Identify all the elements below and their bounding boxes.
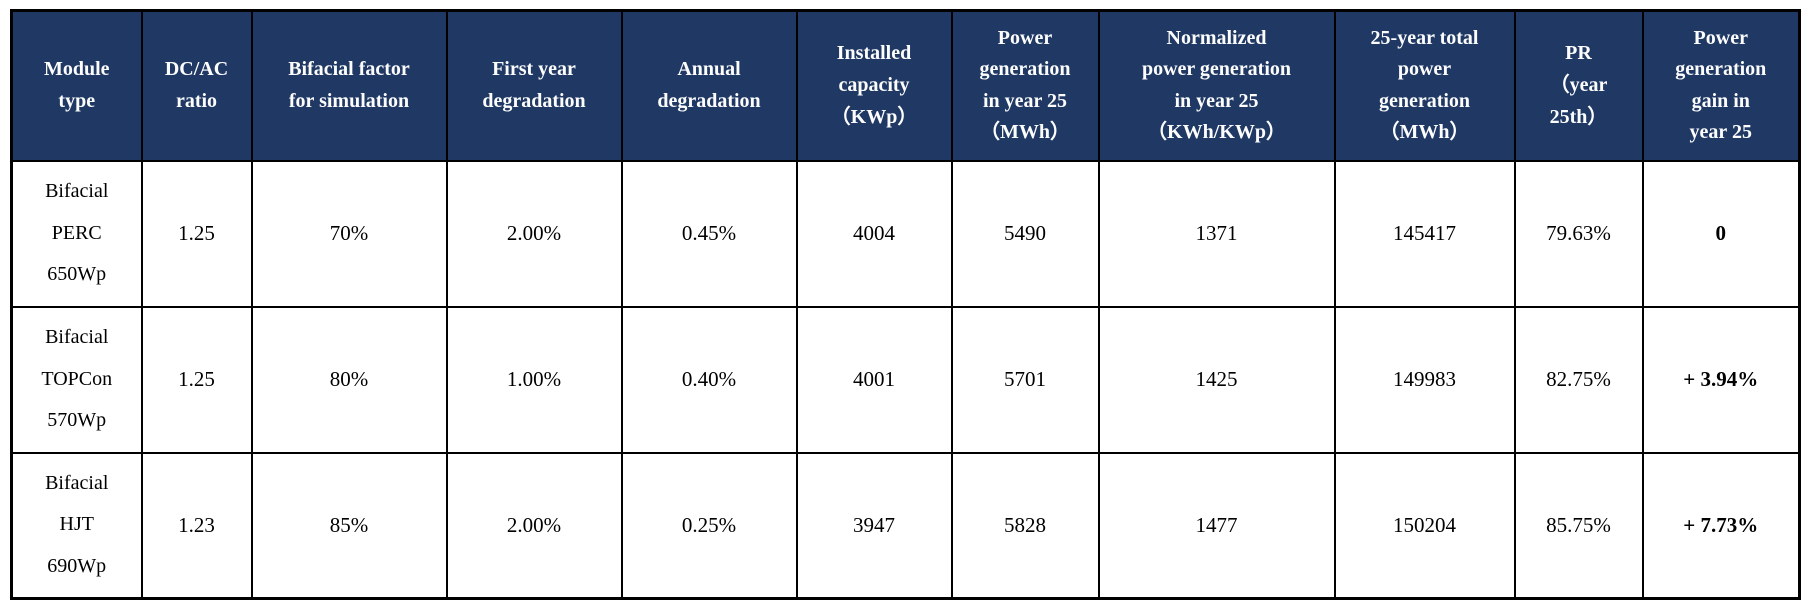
cell-25-year-total-generation: 150204 [1333,451,1516,600]
cell-normalized-power-generation: 1477 [1097,451,1336,600]
cell-power-generation-gain: 0 [1641,159,1801,308]
column-header-pr-year-25: PR （year 25th） [1513,9,1644,162]
cell-installed-capacity: 4004 [795,159,953,308]
cell-25-year-total-generation: 145417 [1333,159,1516,308]
module-comparison-table: Module type DC/AC ratio Bifacial factor … [10,9,1801,600]
cell-annual-degradation: 0.25% [620,451,798,600]
cell-module-type: Bifacial HJT 690Wp [10,451,143,600]
cell-pr-year-25: 82.75% [1513,305,1644,454]
cell-bifacial-factor: 85% [250,451,448,600]
column-header-module-type: Module type [10,9,143,162]
column-header-power-generation-year-25: Power generation in year 25 （MWh） [950,9,1100,162]
cell-bifacial-factor: 70% [250,159,448,308]
column-header-installed-capacity: Installed capacity （KWp） [795,9,953,162]
column-header-dc-ac-ratio: DC/AC ratio [140,9,253,162]
cell-normalized-power-generation: 1425 [1097,305,1336,454]
table-row-bifacial-perc: Bifacial PERC 650Wp 1.25 70% 2.00% 0.45%… [10,159,1801,308]
cell-dc-ac-ratio: 1.25 [140,305,253,454]
cell-normalized-power-generation: 1371 [1097,159,1336,308]
cell-pr-year-25: 85.75% [1513,451,1644,600]
column-header-power-generation-gain: Power generation gain in year 25 [1641,9,1801,162]
cell-annual-degradation: 0.40% [620,305,798,454]
cell-power-generation-year-25: 5490 [950,159,1100,308]
cell-dc-ac-ratio: 1.23 [140,451,253,600]
cell-annual-degradation: 0.45% [620,159,798,308]
column-header-bifacial-factor: Bifacial factor for simulation [250,9,448,162]
column-header-annual-degradation: Annual degradation [620,9,798,162]
cell-bifacial-factor: 80% [250,305,448,454]
cell-module-type: Bifacial TOPCon 570Wp [10,305,143,454]
cell-power-generation-gain: + 7.73% [1641,451,1801,600]
cell-first-year-degradation: 1.00% [445,305,623,454]
header-row: Module type DC/AC ratio Bifacial factor … [10,9,1801,162]
table-row-bifacial-topcon: Bifacial TOPCon 570Wp 1.25 80% 1.00% 0.4… [10,305,1801,454]
column-header-normalized-power-generation: Normalized power generation in year 25 （… [1097,9,1336,162]
cell-power-generation-year-25: 5701 [950,305,1100,454]
cell-25-year-total-generation: 149983 [1333,305,1516,454]
cell-first-year-degradation: 2.00% [445,451,623,600]
column-header-first-year-degradation: First year degradation [445,9,623,162]
cell-installed-capacity: 3947 [795,451,953,600]
cell-pr-year-25: 79.63% [1513,159,1644,308]
cell-dc-ac-ratio: 1.25 [140,159,253,308]
cell-first-year-degradation: 2.00% [445,159,623,308]
column-header-25-year-total-generation: 25-year total power generation （MWh） [1333,9,1516,162]
cell-installed-capacity: 4001 [795,305,953,454]
cell-module-type: Bifacial PERC 650Wp [10,159,143,308]
cell-power-generation-year-25: 5828 [950,451,1100,600]
cell-power-generation-gain: + 3.94% [1641,305,1801,454]
table-row-bifacial-hjt: Bifacial HJT 690Wp 1.23 85% 2.00% 0.25% … [10,451,1801,600]
